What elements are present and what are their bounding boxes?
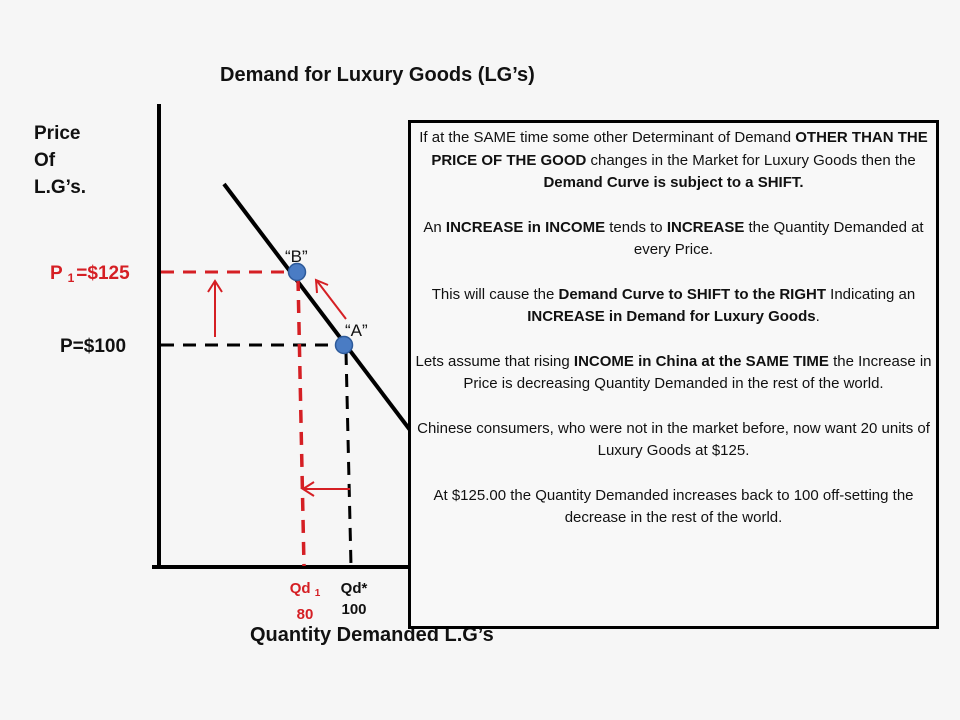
y-axis-label-line: Price [34, 123, 81, 144]
qd1-prefix: Qd [289, 580, 315, 597]
explanation-paragraph: This will cause the Demand Curve to SHIF… [411, 284, 936, 329]
qd1-value: 80 [296, 606, 314, 623]
body-text: An [423, 218, 446, 236]
emphasis-text: INCREASE in INCOME [445, 218, 606, 236]
emphasis-text: OTHER THAN THE PRICE OF THE GOOD [431, 129, 928, 169]
price-p1-value: =$125 [76, 263, 130, 284]
explanation-paragraph: If at the SAME time some other Determina… [411, 127, 936, 195]
price-p1-subscript: 1 [67, 271, 75, 285]
explanation-paragraph: At $125.00 the Quantity Demanded increas… [411, 485, 936, 530]
explanation-paragraph: Chinese consumers, who were not in the m… [411, 418, 936, 463]
price-p-label: P=$100 [60, 336, 127, 357]
y-axis-label-line: L.G’s. [34, 177, 87, 198]
emphasis-text: INCOME in China at the SAME TIME [573, 352, 829, 370]
explanation-textbox: If at the SAME time some other Determina… [408, 120, 939, 629]
qd1-subscript: 1 [314, 588, 321, 599]
body-text: changes in the Market for Luxury Goods t… [586, 151, 916, 169]
emphasis-text: INCREASE [666, 218, 745, 236]
emphasis-text: INCREASE in Demand for Luxury Goods [527, 308, 816, 325]
explanation-paragraph: An INCREASE in INCOME tends to INCREASE … [411, 217, 936, 262]
x-axis-label: Quantity Demanded L.G’s [250, 624, 494, 646]
demand-curve [222, 182, 412, 432]
y-axis-label: Price Of L.G’s. [34, 120, 86, 201]
body-text: tends to [605, 218, 667, 236]
qdstar-value: 100 [341, 601, 367, 618]
quantity-decrease-arrow-icon [301, 481, 350, 497]
qdstar-name: Qd* [340, 580, 368, 597]
quantity-qd1-label: Qd 1 80 [284, 578, 326, 625]
point-b [287, 262, 307, 282]
quantity-qdstar-label: Qd* 100 [334, 578, 374, 620]
qd-80-guide [296, 277, 306, 567]
point-a-label: “A” [345, 321, 368, 340]
y-axis-label-line: Of [34, 150, 56, 171]
emphasis-text: Demand Curve is subject to a SHIFT. [543, 174, 804, 191]
movement-a-to-b-arrow-icon [314, 278, 347, 320]
qd-100-guide [344, 351, 353, 567]
price-p1-prefix: P [50, 263, 68, 284]
price-increase-arrow-icon [207, 279, 223, 337]
body-text: At $125.00 the Quantity Demanded increas… [433, 486, 914, 527]
body-text: Lets assume that rising [415, 352, 574, 370]
body-text: If at the SAME time some other Determina… [419, 129, 796, 146]
point-a [334, 335, 354, 355]
chart-title: Demand for Luxury Goods (LG’s) [220, 64, 535, 86]
point-b-label: “B” [285, 247, 308, 266]
body-text: Chinese consumers, who were not in the m… [417, 419, 930, 460]
price-p1-label: P 1 =$125 [50, 263, 130, 285]
body-text: This will cause the [431, 285, 559, 303]
explanation-paragraph: Lets assume that rising INCOME in China … [411, 351, 936, 396]
emphasis-text: Demand Curve to SHIFT to the RIGHT [558, 285, 826, 303]
body-text: the Quantity Demanded at every Price. [633, 218, 924, 259]
body-text: the Increase in Price is decreasing Quan… [463, 352, 932, 393]
body-text: . [815, 308, 820, 325]
body-text: Indicating an [826, 285, 916, 303]
